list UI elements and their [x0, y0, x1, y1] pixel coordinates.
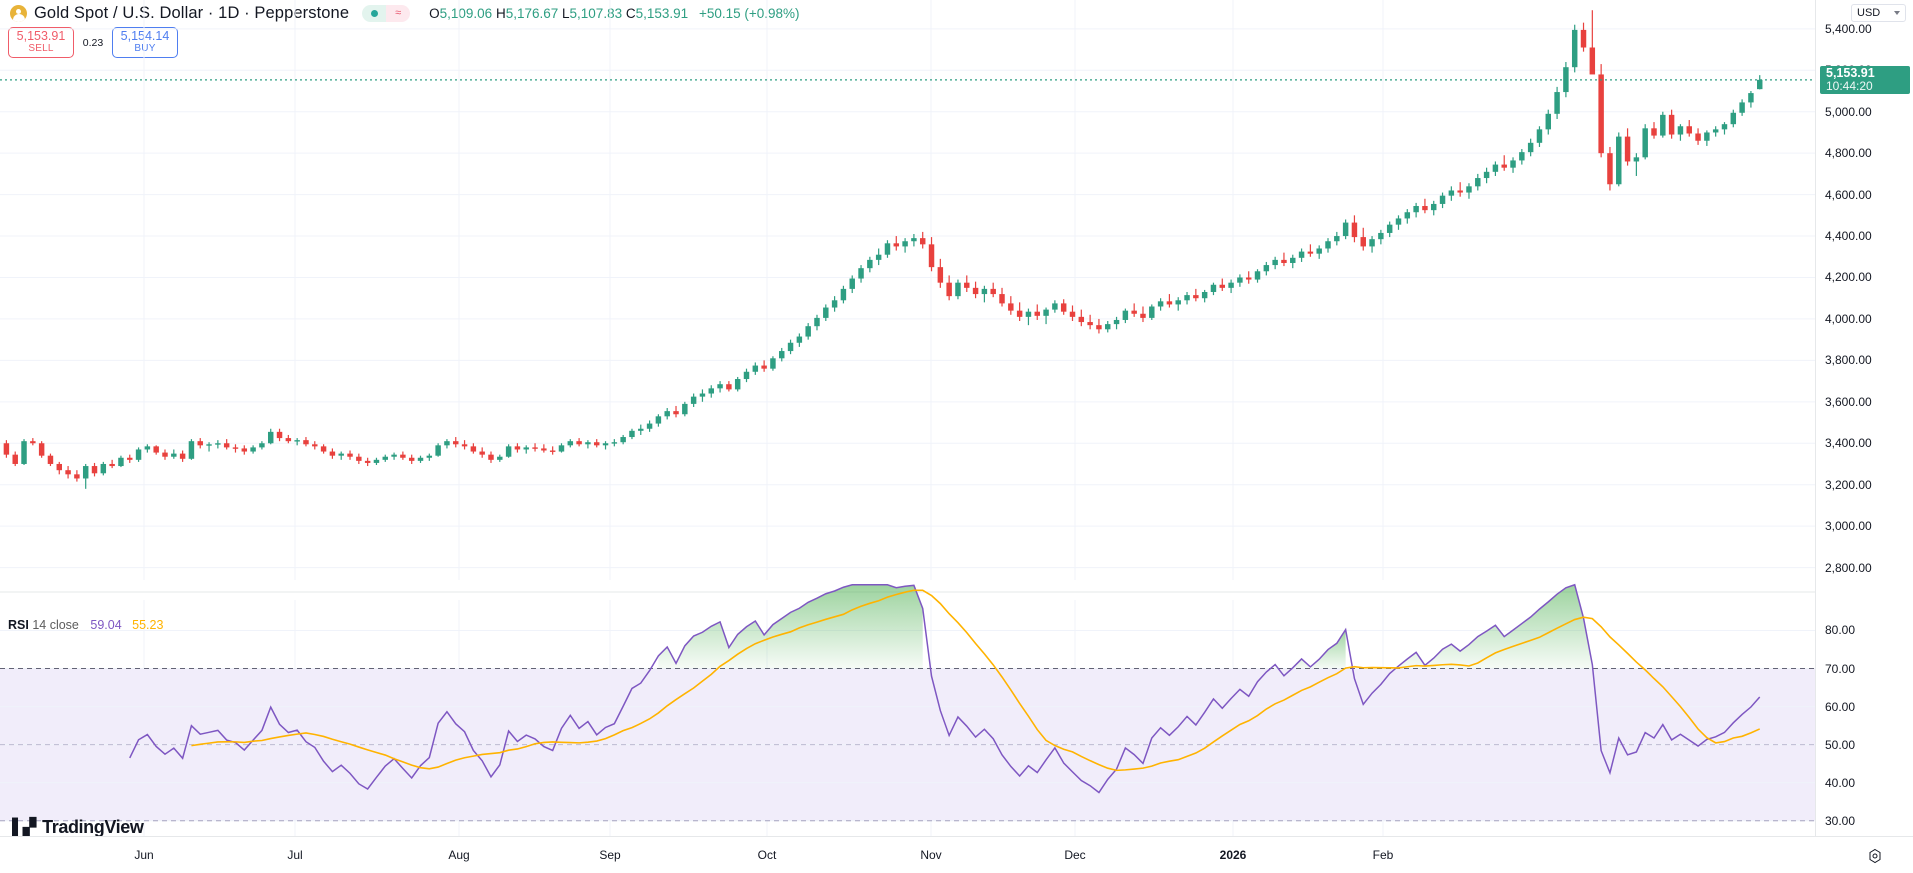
tradingview-wordmark: TradingView	[42, 817, 144, 837]
price-tick-label: 5,000.00	[1825, 104, 1872, 119]
high-value: 5,176.67	[505, 6, 559, 21]
rsi-tick-label: 60.00	[1825, 699, 1856, 714]
price-tick-label: 3,600.00	[1825, 394, 1872, 409]
time-scale[interactable]: Jun Jul Aug Sep Oct Nov Dec 2026 Feb	[0, 836, 1913, 873]
price-tick-label: 3,000.00	[1825, 519, 1872, 534]
time-tick-label: Oct	[757, 848, 777, 862]
open-label: O	[429, 6, 440, 21]
buy-price: 5,154.14	[120, 29, 170, 43]
time-tick-label: Sep	[599, 848, 621, 862]
currency-selector[interactable]: USD	[1851, 4, 1906, 22]
gold-coin-icon	[10, 5, 27, 22]
rsi-name: RSI	[8, 618, 29, 632]
close-value: 5,153.91	[635, 6, 689, 21]
rsi-ma-value: 55.23	[132, 618, 164, 632]
price-tick-label: 3,200.00	[1825, 477, 1872, 492]
trade-buttons: 5,153.91 SELL 0.23 5,154.14 BUY	[8, 27, 178, 58]
open-value: 5,109.06	[439, 6, 493, 21]
rsi-legend[interactable]: RSI 14 close 59.04 55.23	[8, 618, 163, 632]
current-price-value: 5,153.91	[1826, 65, 1875, 80]
approx-icon[interactable]: ≈	[386, 5, 411, 22]
low-label: L	[562, 6, 570, 21]
market-status-group[interactable]: ≈	[362, 5, 411, 22]
sell-price: 5,153.91	[16, 29, 66, 43]
buy-label: BUY	[134, 43, 156, 54]
chart-grid	[0, 0, 1815, 836]
time-tick-label: 2026	[1219, 848, 1247, 862]
price-tick-label: 2,800.00	[1825, 560, 1872, 575]
tradingview-logo[interactable]: ▌▞ TradingView	[12, 817, 144, 838]
time-tick-label: Jul	[287, 848, 303, 862]
time-tick-label: Jun	[134, 848, 154, 862]
timescale-settings-icon[interactable]	[1867, 848, 1883, 869]
price-scale[interactable]: USD 5,400.005,200.005,000.004,800.004,60…	[1815, 0, 1913, 836]
symbol-title[interactable]: Gold Spot / U.S. Dollar · 1D · Peppersto…	[34, 4, 350, 22]
price-tick-label: 4,000.00	[1825, 311, 1872, 326]
time-tick-label: Nov	[920, 848, 942, 862]
tradingview-mark-icon: ▌▞	[12, 817, 36, 837]
rsi-value: 59.04	[90, 618, 122, 632]
time-tick-label: Feb	[1372, 848, 1394, 862]
sell-button[interactable]: 5,153.91 SELL	[8, 27, 74, 58]
rsi-tick-label: 40.00	[1825, 775, 1856, 790]
currency-label: USD	[1857, 7, 1881, 19]
rsi-indicator-pane	[0, 583, 1815, 822]
price-tick-label: 4,400.00	[1825, 229, 1872, 244]
chart-canvas[interactable]	[0, 0, 1815, 836]
low-value: 5,107.83	[569, 6, 623, 21]
candlestick-series	[0, 10, 1815, 489]
chart-header: Gold Spot / U.S. Dollar · 1D · Peppersto…	[0, 0, 1913, 27]
price-tick-label: 5,400.00	[1825, 21, 1872, 36]
high-label: H	[495, 6, 506, 21]
rsi-tick-label: 50.00	[1825, 737, 1856, 752]
rsi-params: 14 close	[32, 618, 79, 632]
rsi-tick-label: 80.00	[1825, 623, 1856, 638]
market-open-dot-icon[interactable]	[362, 5, 387, 22]
price-tick-label: 4,800.00	[1825, 146, 1872, 161]
buy-button[interactable]: 5,154.14 BUY	[112, 27, 178, 58]
time-tick-label: Dec	[1064, 848, 1086, 862]
current-price-badge[interactable]: 5,153.91 10:44:20	[1820, 65, 1910, 94]
ohlc-readout: O5,109.06 H5,176.67 L5,107.83 C5,153.91 …	[429, 6, 799, 21]
chevron-down-icon	[1894, 11, 1900, 15]
time-tick-label: Aug	[448, 848, 470, 862]
price-tick-label: 4,200.00	[1825, 270, 1872, 285]
current-price-time: 10:44:20	[1826, 78, 1873, 93]
rsi-tick-label: 30.00	[1825, 813, 1856, 828]
price-tick-label: 3,800.00	[1825, 353, 1872, 368]
rsi-tick-label: 70.00	[1825, 661, 1856, 676]
price-tick-label: 3,400.00	[1825, 436, 1872, 451]
price-tick-label: 4,600.00	[1825, 187, 1872, 202]
spread-value: 0.23	[82, 36, 104, 49]
change-value: +50.15 (+0.98%)	[698, 6, 800, 21]
close-label: C	[625, 6, 636, 21]
sell-label: SELL	[28, 43, 54, 54]
